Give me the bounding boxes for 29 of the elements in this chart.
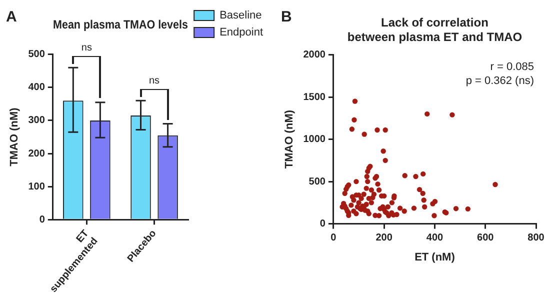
y-tick-label: 1000 [303, 134, 326, 146]
annotation: r = 0.085 [490, 60, 534, 73]
y-tick-label: 1500 [303, 92, 326, 103]
y-axis-title: TMAO (nM) [284, 110, 296, 169]
y-tick-label: 500 [308, 176, 326, 188]
chart-title: Lack of correlation between plasma ET and TMAO [347, 16, 522, 44]
y-tick-label: 500 [28, 49, 46, 60]
x-tick-label: 0 [330, 232, 337, 244]
y-tick-label: 0 [39, 214, 46, 226]
legend-label: Endpoint [220, 26, 264, 39]
text: A [6, 8, 17, 26]
x-axis-title: ET (nM) [414, 251, 456, 264]
legend-label: Baseline [220, 10, 262, 22]
text: B [281, 8, 292, 26]
y-tick-label: 300 [28, 115, 46, 126]
y-tick-label: 2000 [303, 50, 326, 61]
y-tick-label: 200 [28, 148, 46, 160]
x-tick-label: 200 [376, 232, 393, 244]
annotation: p = 0.362 (ns) [466, 74, 534, 87]
y-tick-label: 0 [320, 218, 326, 230]
annotation: ns [148, 75, 160, 86]
x-tick-label: 400 [426, 232, 444, 244]
x-tick-label: 800 [528, 232, 545, 244]
x-tick-label: 600 [477, 232, 494, 244]
y-axis-title: TMAO (nM) [8, 107, 21, 166]
text: ns [81, 42, 92, 54]
y-tick-label: 100 [28, 181, 46, 192]
y-tick-label: 400 [28, 82, 46, 94]
chart-title: Mean plasma TMAO levels [53, 19, 188, 32]
